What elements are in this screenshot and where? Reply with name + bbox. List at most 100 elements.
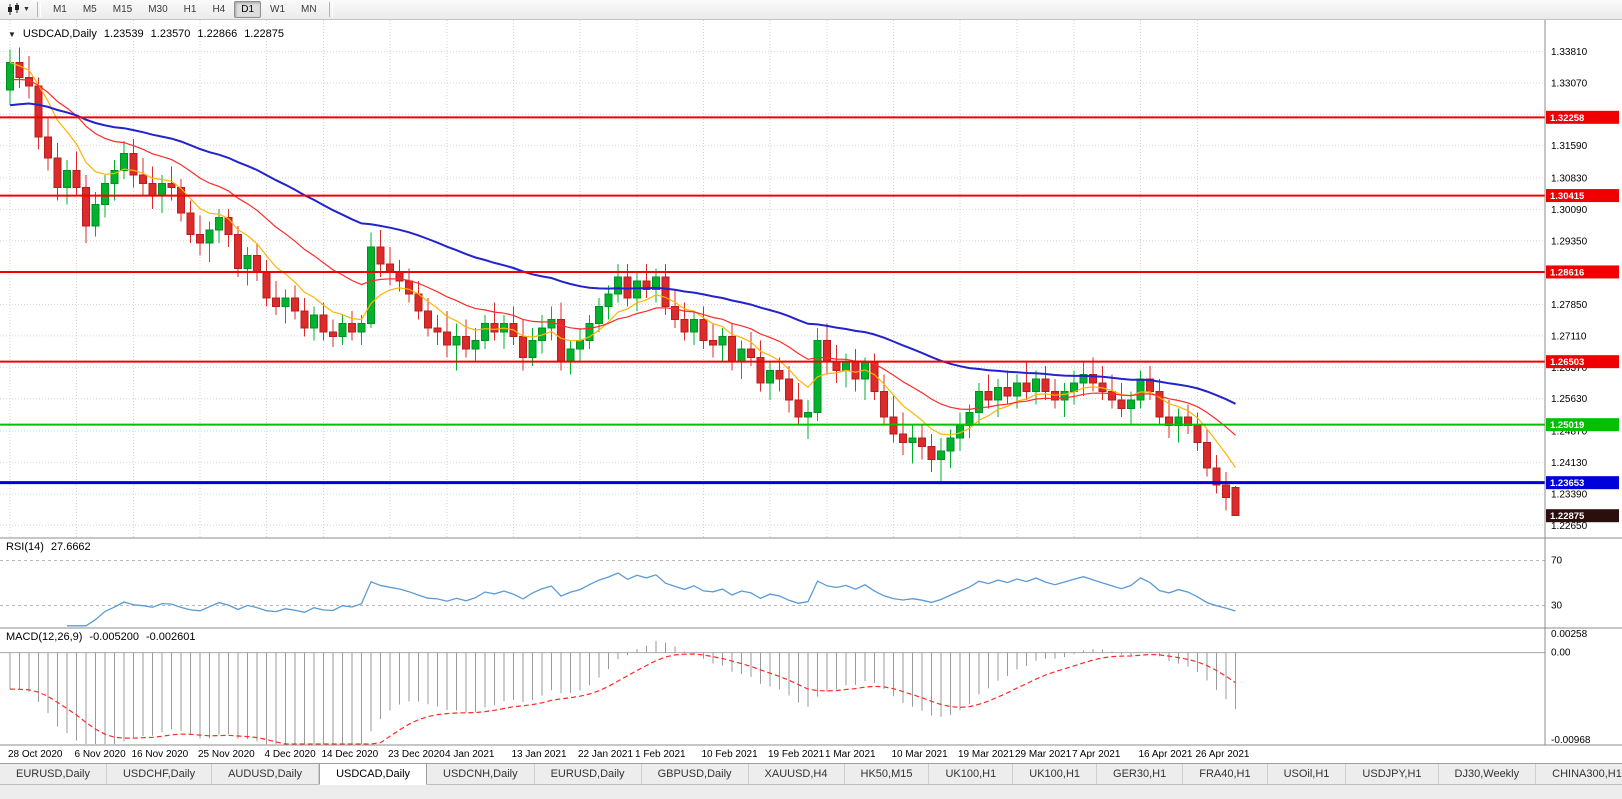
- svg-text:13 Jan 2021: 13 Jan 2021: [512, 749, 567, 760]
- symbol-tab[interactable]: USOil,H1: [1267, 764, 1347, 785]
- symbol-tab[interactable]: HK50,M15: [844, 764, 930, 785]
- symbol-tab[interactable]: USDCAD,Daily: [319, 764, 428, 785]
- ma-slow-line: [9, 102, 1236, 405]
- timeframe-button-MN[interactable]: MN: [301, 4, 317, 15]
- rsi-label: RSI(14) 27.6662: [6, 541, 91, 553]
- ma-medium-line: [9, 78, 1236, 436]
- symbol-tab[interactable]: CHINA300,H1: [1536, 764, 1622, 785]
- symbol-tab[interactable]: AUDUSD,Daily: [212, 764, 320, 785]
- svg-text:1.22875: 1.22875: [1550, 511, 1585, 522]
- timeframe-button-M30[interactable]: M30: [148, 4, 168, 15]
- svg-text:1.28616: 1.28616: [1550, 267, 1584, 278]
- svg-text:1.31590: 1.31590: [1551, 141, 1588, 152]
- macd-label: MACD(12,26,9) -0.005200 -0.002601: [6, 631, 196, 643]
- svg-text:30: 30: [1551, 601, 1563, 612]
- svg-text:1.27850: 1.27850: [1551, 300, 1588, 311]
- panel-frame: [0, 20, 1622, 746]
- svg-text:7 Apr 2021: 7 Apr 2021: [1072, 749, 1121, 760]
- chart-type-button[interactable]: ▼: [3, 2, 33, 17]
- ohlc-low: 1.22866: [197, 28, 238, 40]
- svg-text:1.33810: 1.33810: [1551, 47, 1588, 58]
- symbol-tab[interactable]: UK100,H1: [929, 764, 1014, 785]
- symbol-tab[interactable]: USDJPY,H1: [1346, 764, 1439, 785]
- rsi-line: [67, 572, 1236, 627]
- symbol-tab[interactable]: GER30,H1: [1097, 764, 1184, 785]
- svg-text:70: 70: [1551, 556, 1563, 567]
- svg-text:16 Nov 2020: 16 Nov 2020: [132, 749, 189, 760]
- timeframe-button-M5[interactable]: M5: [82, 4, 97, 15]
- price-tags: 1.32258 1.30415 1.28616 1.26503 1.25019 1.236…: [1546, 110, 1619, 523]
- price-chart-canvas[interactable]: 70 30 0.00258 0.00 -0.00968 1.33810 1.33070 1.3…: [0, 20, 1622, 763]
- chart-symbol-period: USDCAD,Daily: [22, 28, 97, 40]
- chart-title: ▼ USDCAD,Daily 1.23539 1.23570 1.22866 1…: [8, 28, 284, 40]
- svg-text:19 Feb 2021: 19 Feb 2021: [768, 749, 825, 760]
- symbol-tab[interactable]: XAUUSD,H4: [748, 764, 845, 785]
- timeframe-button-H4[interactable]: H4: [212, 4, 226, 15]
- svg-text:1.24130: 1.24130: [1551, 458, 1588, 469]
- macd-panel: 0.00258 0.00 -0.00968: [0, 629, 1591, 746]
- svg-text:1 Feb 2021: 1 Feb 2021: [635, 749, 686, 760]
- svg-text:1.30090: 1.30090: [1551, 205, 1588, 216]
- level-lines: [0, 116, 1545, 485]
- chart-area: 70 30 0.00258 0.00 -0.00968 1.33810 1.33070 1.3…: [0, 20, 1622, 763]
- svg-text:4 Jan 2021: 4 Jan 2021: [445, 749, 495, 760]
- toolbar-separator: [36, 2, 41, 17]
- svg-text:29 Mar 2021: 29 Mar 2021: [1015, 749, 1072, 760]
- svg-text:1.32258: 1.32258: [1550, 113, 1584, 124]
- toolbar-separator: [328, 2, 333, 17]
- ohlc-close: 1.22875: [244, 28, 284, 40]
- date-axis: 28 Oct 2020 6 Nov 2020 16 Nov 2020 25 Nov 2…: [8, 749, 1250, 760]
- symbol-tab[interactable]: GBPUSD,Daily: [641, 764, 749, 785]
- svg-text:25 Nov 2020: 25 Nov 2020: [198, 749, 255, 760]
- svg-text:1.26503: 1.26503: [1550, 357, 1584, 368]
- symbol-tab[interactable]: EURUSD,Daily: [534, 764, 642, 785]
- svg-text:1.26370: 1.26370: [1551, 363, 1588, 374]
- ohlc-open: 1.23539: [103, 28, 144, 40]
- macd-signal-value: -0.002601: [145, 631, 196, 643]
- candlestick-chart-icon: [8, 3, 19, 15]
- svg-text:4 Dec 2020: 4 Dec 2020: [265, 749, 317, 760]
- svg-text:1 Mar 2021: 1 Mar 2021: [825, 749, 876, 760]
- svg-text:14 Dec 2020: 14 Dec 2020: [322, 749, 379, 760]
- symbol-tab[interactable]: EURUSD,Daily: [0, 764, 107, 785]
- svg-text:22 Jan 2021: 22 Jan 2021: [578, 749, 633, 760]
- svg-text:1.27110: 1.27110: [1551, 331, 1587, 342]
- svg-text:0.00: 0.00: [1551, 648, 1571, 659]
- symbol-tab[interactable]: DJ30,Weekly: [1438, 764, 1537, 785]
- rsi-value: 27.6662: [50, 541, 91, 553]
- svg-text:1.23653: 1.23653: [1550, 478, 1584, 489]
- rsi-panel: 70 30: [0, 556, 1563, 627]
- ohlc-high: 1.23570: [150, 28, 191, 40]
- ma-fast-line: [9, 61, 1236, 469]
- timeframe-button-M1[interactable]: M1: [52, 4, 67, 15]
- svg-text:16 Apr 2021: 16 Apr 2021: [1139, 749, 1193, 760]
- svg-text:1.30415: 1.30415: [1550, 191, 1585, 202]
- symbol-tab[interactable]: USDCNH,Daily: [427, 764, 535, 785]
- svg-text:19 Mar 2021: 19 Mar 2021: [958, 749, 1015, 760]
- chevron-down-icon: ▼: [23, 6, 30, 13]
- svg-text:1.24870: 1.24870: [1551, 427, 1588, 438]
- macd-signal-line: [9, 653, 1236, 745]
- timeframe-button-W1[interactable]: W1: [270, 4, 286, 15]
- timeframe-button-H1[interactable]: H1: [183, 4, 197, 15]
- symbol-tab[interactable]: USDCHF,Daily: [106, 764, 213, 785]
- svg-text:1.33070: 1.33070: [1551, 78, 1588, 89]
- macd-indicator-name: MACD(12,26,9): [6, 631, 83, 643]
- timeframe-button-D1[interactable]: D1: [234, 1, 262, 18]
- symbol-tab[interactable]: UK100,H1: [1013, 764, 1098, 785]
- chart-marker-icon: ▼: [8, 29, 16, 39]
- svg-text:6 Nov 2020: 6 Nov 2020: [75, 749, 127, 760]
- svg-text:1.25019: 1.25019: [1550, 420, 1584, 431]
- rsi-indicator-name: RSI(14): [6, 541, 44, 553]
- svg-text:1.30830: 1.30830: [1551, 173, 1588, 184]
- svg-text:10 Mar 2021: 10 Mar 2021: [892, 749, 949, 760]
- svg-text:1.25630: 1.25630: [1551, 394, 1588, 405]
- svg-text:10 Feb 2021: 10 Feb 2021: [702, 749, 759, 760]
- svg-text:23 Dec 2020: 23 Dec 2020: [388, 749, 445, 760]
- svg-text:1.22650: 1.22650: [1551, 521, 1588, 532]
- moving-average-lines: [9, 61, 1236, 469]
- timeframe-button-M15[interactable]: M15: [112, 4, 133, 15]
- svg-text:0.00258: 0.00258: [1551, 629, 1588, 640]
- macd-value: -0.005200: [89, 631, 139, 643]
- symbol-tab[interactable]: FRA40,H1: [1183, 764, 1268, 785]
